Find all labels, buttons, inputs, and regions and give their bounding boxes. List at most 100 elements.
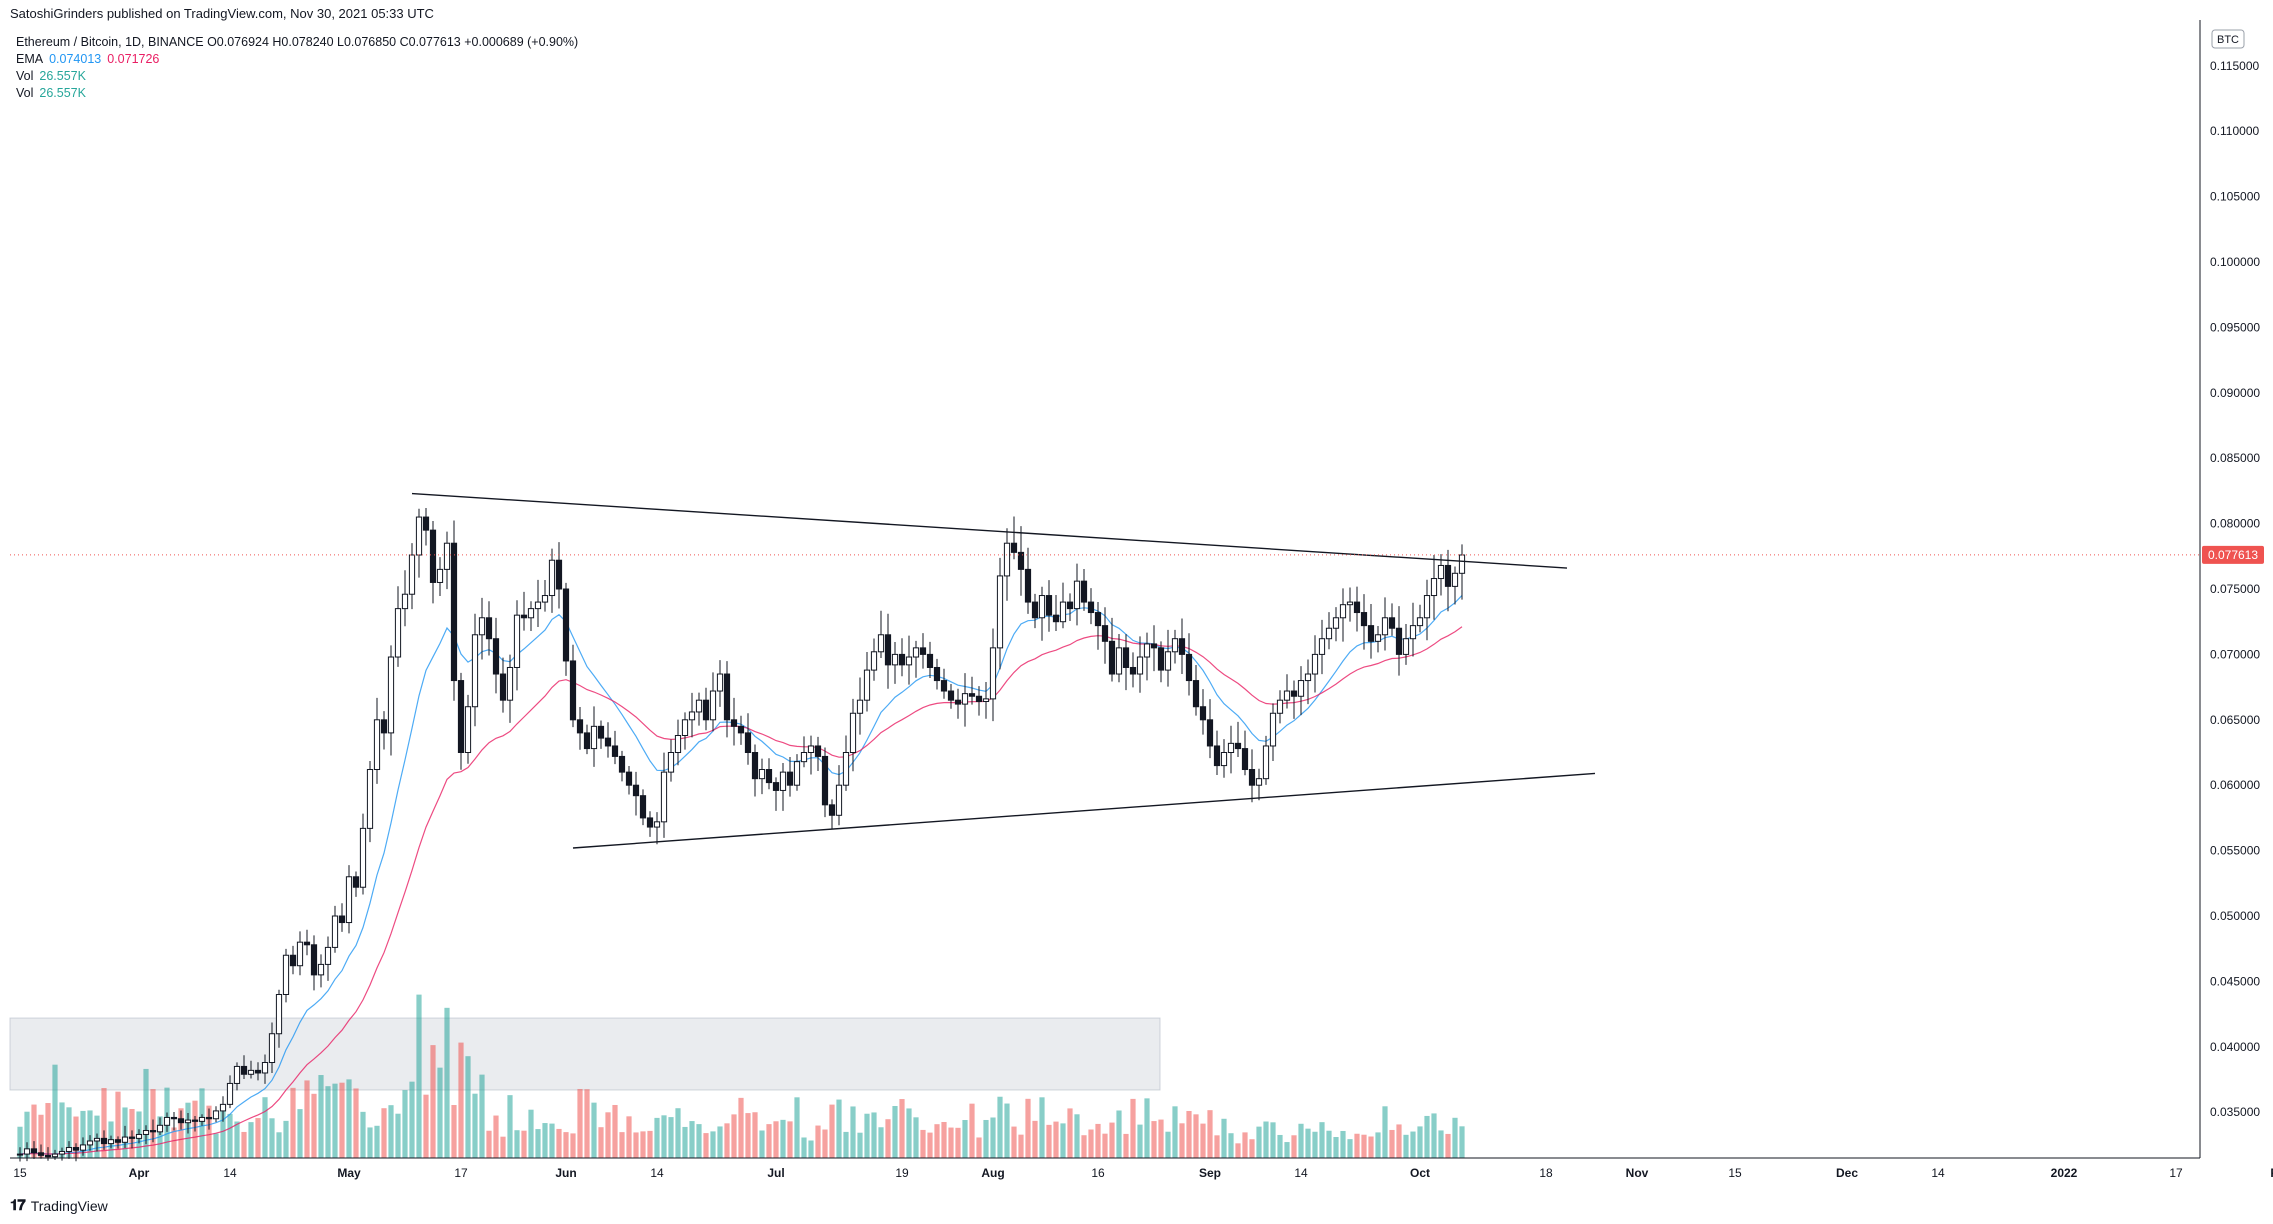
candle[interactable] <box>1080 569 1088 611</box>
candle[interactable] <box>429 521 437 604</box>
candle[interactable] <box>919 633 927 669</box>
candle[interactable] <box>191 1115 199 1132</box>
candle[interactable] <box>1248 749 1256 803</box>
candle[interactable] <box>982 681 990 719</box>
candle[interactable] <box>1262 735 1270 785</box>
candle[interactable] <box>1129 652 1137 688</box>
candle[interactable] <box>128 1130 136 1149</box>
legend-symbol[interactable]: Ethereum / Bitcoin, 1D, BINANCE <box>16 35 204 49</box>
candle[interactable] <box>142 1125 150 1145</box>
candle[interactable] <box>16 1147 24 1162</box>
currency-badge[interactable]: BTC <box>2211 29 2245 49</box>
candle[interactable] <box>303 929 311 956</box>
candle[interactable] <box>821 747 829 818</box>
candle[interactable] <box>324 936 332 981</box>
candle[interactable] <box>114 1136 122 1149</box>
candle[interactable] <box>905 635 913 685</box>
candle[interactable] <box>1437 554 1445 596</box>
candle[interactable] <box>387 645 395 756</box>
candle[interactable] <box>877 610 885 659</box>
candle[interactable] <box>1199 689 1207 735</box>
candle[interactable] <box>65 1141 73 1159</box>
candle[interactable] <box>30 1141 38 1159</box>
candle[interactable] <box>870 638 878 681</box>
legend-vol-row-1[interactable]: Vol 26.557K <box>16 68 578 85</box>
candle[interactable] <box>359 813 367 895</box>
candle[interactable] <box>457 672 465 770</box>
candle[interactable] <box>443 531 451 590</box>
candle[interactable] <box>1031 593 1039 629</box>
candle[interactable] <box>226 1075 234 1109</box>
candle[interactable] <box>1101 607 1109 664</box>
candle[interactable] <box>212 1106 220 1123</box>
trendlines[interactable] <box>411 492 1596 849</box>
candle[interactable] <box>639 789 647 826</box>
candle[interactable] <box>625 766 633 795</box>
candle[interactable] <box>1073 563 1081 626</box>
candle[interactable] <box>1458 544 1466 600</box>
candle[interactable] <box>1402 623 1410 665</box>
candle[interactable] <box>380 711 388 750</box>
candle[interactable] <box>926 641 934 679</box>
candle[interactable] <box>471 613 479 727</box>
candle[interactable] <box>310 935 318 991</box>
candles[interactable] <box>16 507 1466 1162</box>
candle[interactable] <box>989 628 997 722</box>
candle[interactable] <box>541 580 549 612</box>
candle[interactable] <box>653 812 661 845</box>
candle[interactable] <box>1017 526 1025 596</box>
candle[interactable] <box>198 1114 206 1126</box>
candle[interactable] <box>751 744 759 797</box>
candle[interactable] <box>1094 601 1102 650</box>
candle[interactable] <box>170 1112 178 1131</box>
candle[interactable] <box>1213 730 1221 776</box>
candle[interactable] <box>611 730 619 765</box>
candle[interactable] <box>93 1133 101 1152</box>
candle[interactable] <box>1276 690 1284 724</box>
candle[interactable] <box>492 617 500 694</box>
candle[interactable] <box>149 1119 157 1143</box>
candle[interactable] <box>940 668 948 699</box>
candle[interactable] <box>254 1062 262 1081</box>
candle[interactable] <box>338 903 346 932</box>
candle[interactable] <box>884 613 892 689</box>
candle[interactable] <box>513 600 521 691</box>
candle[interactable] <box>863 651 871 712</box>
candle[interactable] <box>1150 625 1158 672</box>
candle[interactable] <box>688 692 696 738</box>
candle[interactable] <box>1059 582 1067 629</box>
candle[interactable] <box>1451 566 1459 605</box>
candle[interactable] <box>737 715 745 745</box>
candle[interactable] <box>723 661 731 738</box>
candle[interactable] <box>1227 725 1235 774</box>
candle[interactable] <box>1087 588 1095 625</box>
candle[interactable] <box>709 672 717 732</box>
candle[interactable] <box>681 712 689 750</box>
candle[interactable] <box>1430 555 1438 620</box>
candle[interactable] <box>828 799 836 829</box>
candle[interactable] <box>1346 587 1354 622</box>
candle[interactable] <box>1220 739 1228 778</box>
last-price-label[interactable]: 0.077613 <box>2202 545 2264 564</box>
legend-vol-row-2[interactable]: Vol 26.557K <box>16 85 578 102</box>
candle[interactable] <box>527 601 535 631</box>
candle[interactable] <box>590 706 598 767</box>
candle[interactable] <box>702 687 710 731</box>
candle[interactable] <box>121 1125 129 1149</box>
candle[interactable] <box>1304 659 1312 705</box>
candle[interactable] <box>1311 635 1319 693</box>
candle[interactable] <box>79 1137 87 1156</box>
candle[interactable] <box>576 706 584 750</box>
candle[interactable] <box>1010 516 1018 560</box>
candle[interactable] <box>408 543 416 610</box>
candle[interactable] <box>583 724 591 755</box>
candle[interactable] <box>646 811 654 837</box>
candle[interactable] <box>1290 680 1298 719</box>
upper-trendline[interactable] <box>411 492 1568 569</box>
volume-profile-area[interactable] <box>9 1017 1161 1091</box>
lower-trendline[interactable] <box>572 772 1596 849</box>
candle[interactable] <box>716 660 724 707</box>
candle[interactable] <box>1388 603 1396 636</box>
candle[interactable] <box>1339 588 1347 642</box>
